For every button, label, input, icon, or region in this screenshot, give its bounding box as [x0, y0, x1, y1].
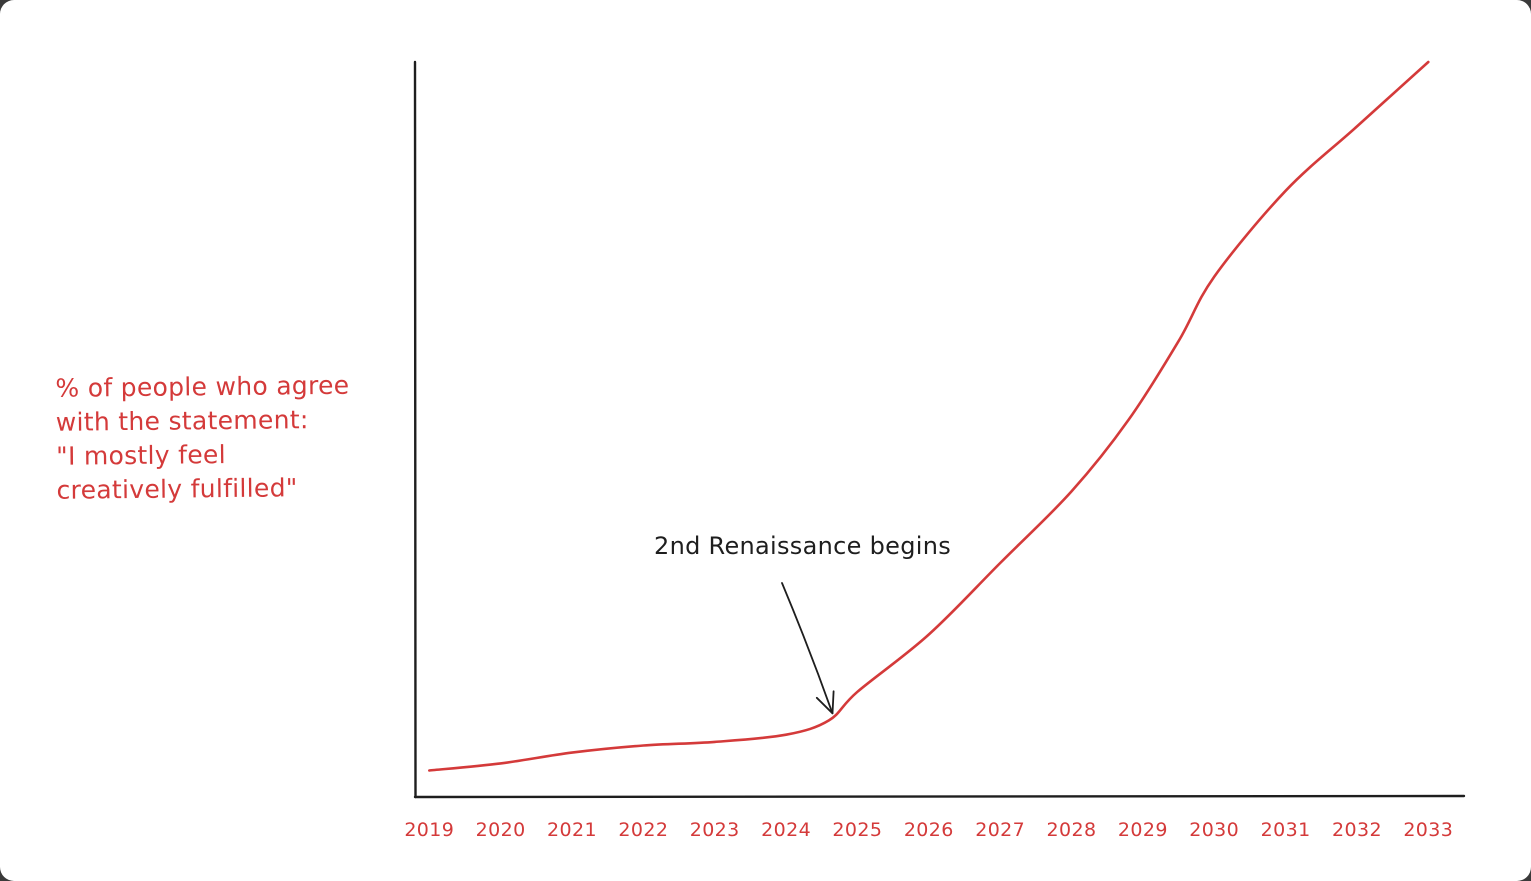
x-tick-label-2022: 2022 — [618, 819, 668, 841]
x-tick-label-2030: 2030 — [1189, 819, 1239, 841]
x-tick-label-2021: 2021 — [547, 819, 597, 841]
x-tick-label-2025: 2025 — [832, 819, 882, 841]
annotation-arrow-shaft — [781, 582, 834, 715]
x-tick-label-2024: 2024 — [761, 819, 811, 841]
x-axis-line — [413, 794, 1466, 799]
annotation-label: 2nd Renaissance begins — [654, 532, 952, 560]
x-tick-label-2028: 2028 — [1047, 819, 1097, 841]
annotation-arrow-head — [815, 690, 835, 715]
y-axis-line — [413, 60, 417, 799]
x-tick-label-2031: 2031 — [1261, 819, 1311, 841]
y-axis-label-line-3: "I mostly feel — [56, 440, 227, 471]
x-tick-label-2023: 2023 — [690, 819, 740, 841]
y-axis-label-line-4: creatively fulfilled" — [56, 473, 298, 505]
series-line-1 — [428, 60, 1430, 772]
x-tick-label-2020: 2020 — [476, 819, 526, 841]
annotation-arrow-group — [781, 582, 835, 715]
axes — [413, 60, 1466, 799]
x-tick-label-2027: 2027 — [975, 819, 1025, 841]
y-axis-label: % of people who agree with the statement… — [55, 368, 396, 508]
y-axis-label-line-2: with the statement: — [55, 405, 309, 437]
x-tick-label-2032: 2032 — [1332, 819, 1382, 841]
y-axis-label-line-1: % of people who agree — [55, 370, 350, 403]
x-tick-label-2029: 2029 — [1118, 819, 1168, 841]
x-tick-labels: 2019 2020 2021 2022 2023 2024 2025 2026 2027 2028… — [404, 819, 1453, 841]
x-tick-label-2019: 2019 — [404, 819, 454, 841]
x-tick-label-2026: 2026 — [904, 819, 954, 841]
x-tick-label-2033: 2033 — [1403, 819, 1453, 841]
series-group — [428, 60, 1430, 772]
